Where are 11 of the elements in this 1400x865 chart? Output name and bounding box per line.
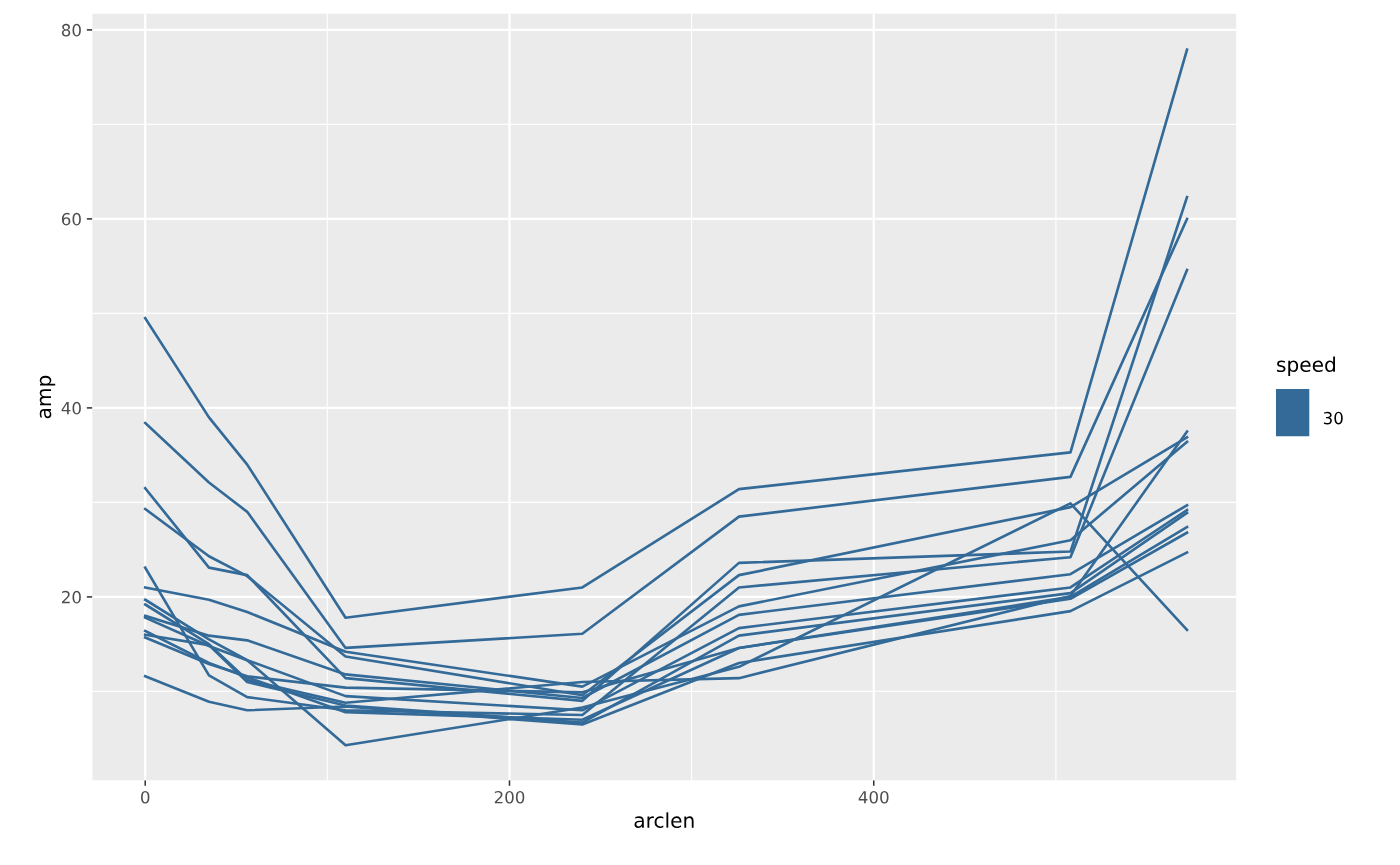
x-axis-title: arclen — [634, 812, 694, 828]
x-tick-label: 200 — [494, 790, 525, 804]
y-tick-label: 20 — [62, 590, 81, 604]
y-tick-label: 80 — [61, 23, 81, 37]
y-tick-label: 60 — [61, 212, 81, 226]
y-axis-title: amp — [39, 375, 56, 419]
y-tick-label: 40 — [61, 401, 81, 415]
legend-label: 30 — [1323, 411, 1343, 425]
x-tick-label: 0 — [141, 790, 150, 804]
legend-title: speed — [1277, 356, 1335, 376]
x-tick-label: 400 — [858, 790, 889, 804]
